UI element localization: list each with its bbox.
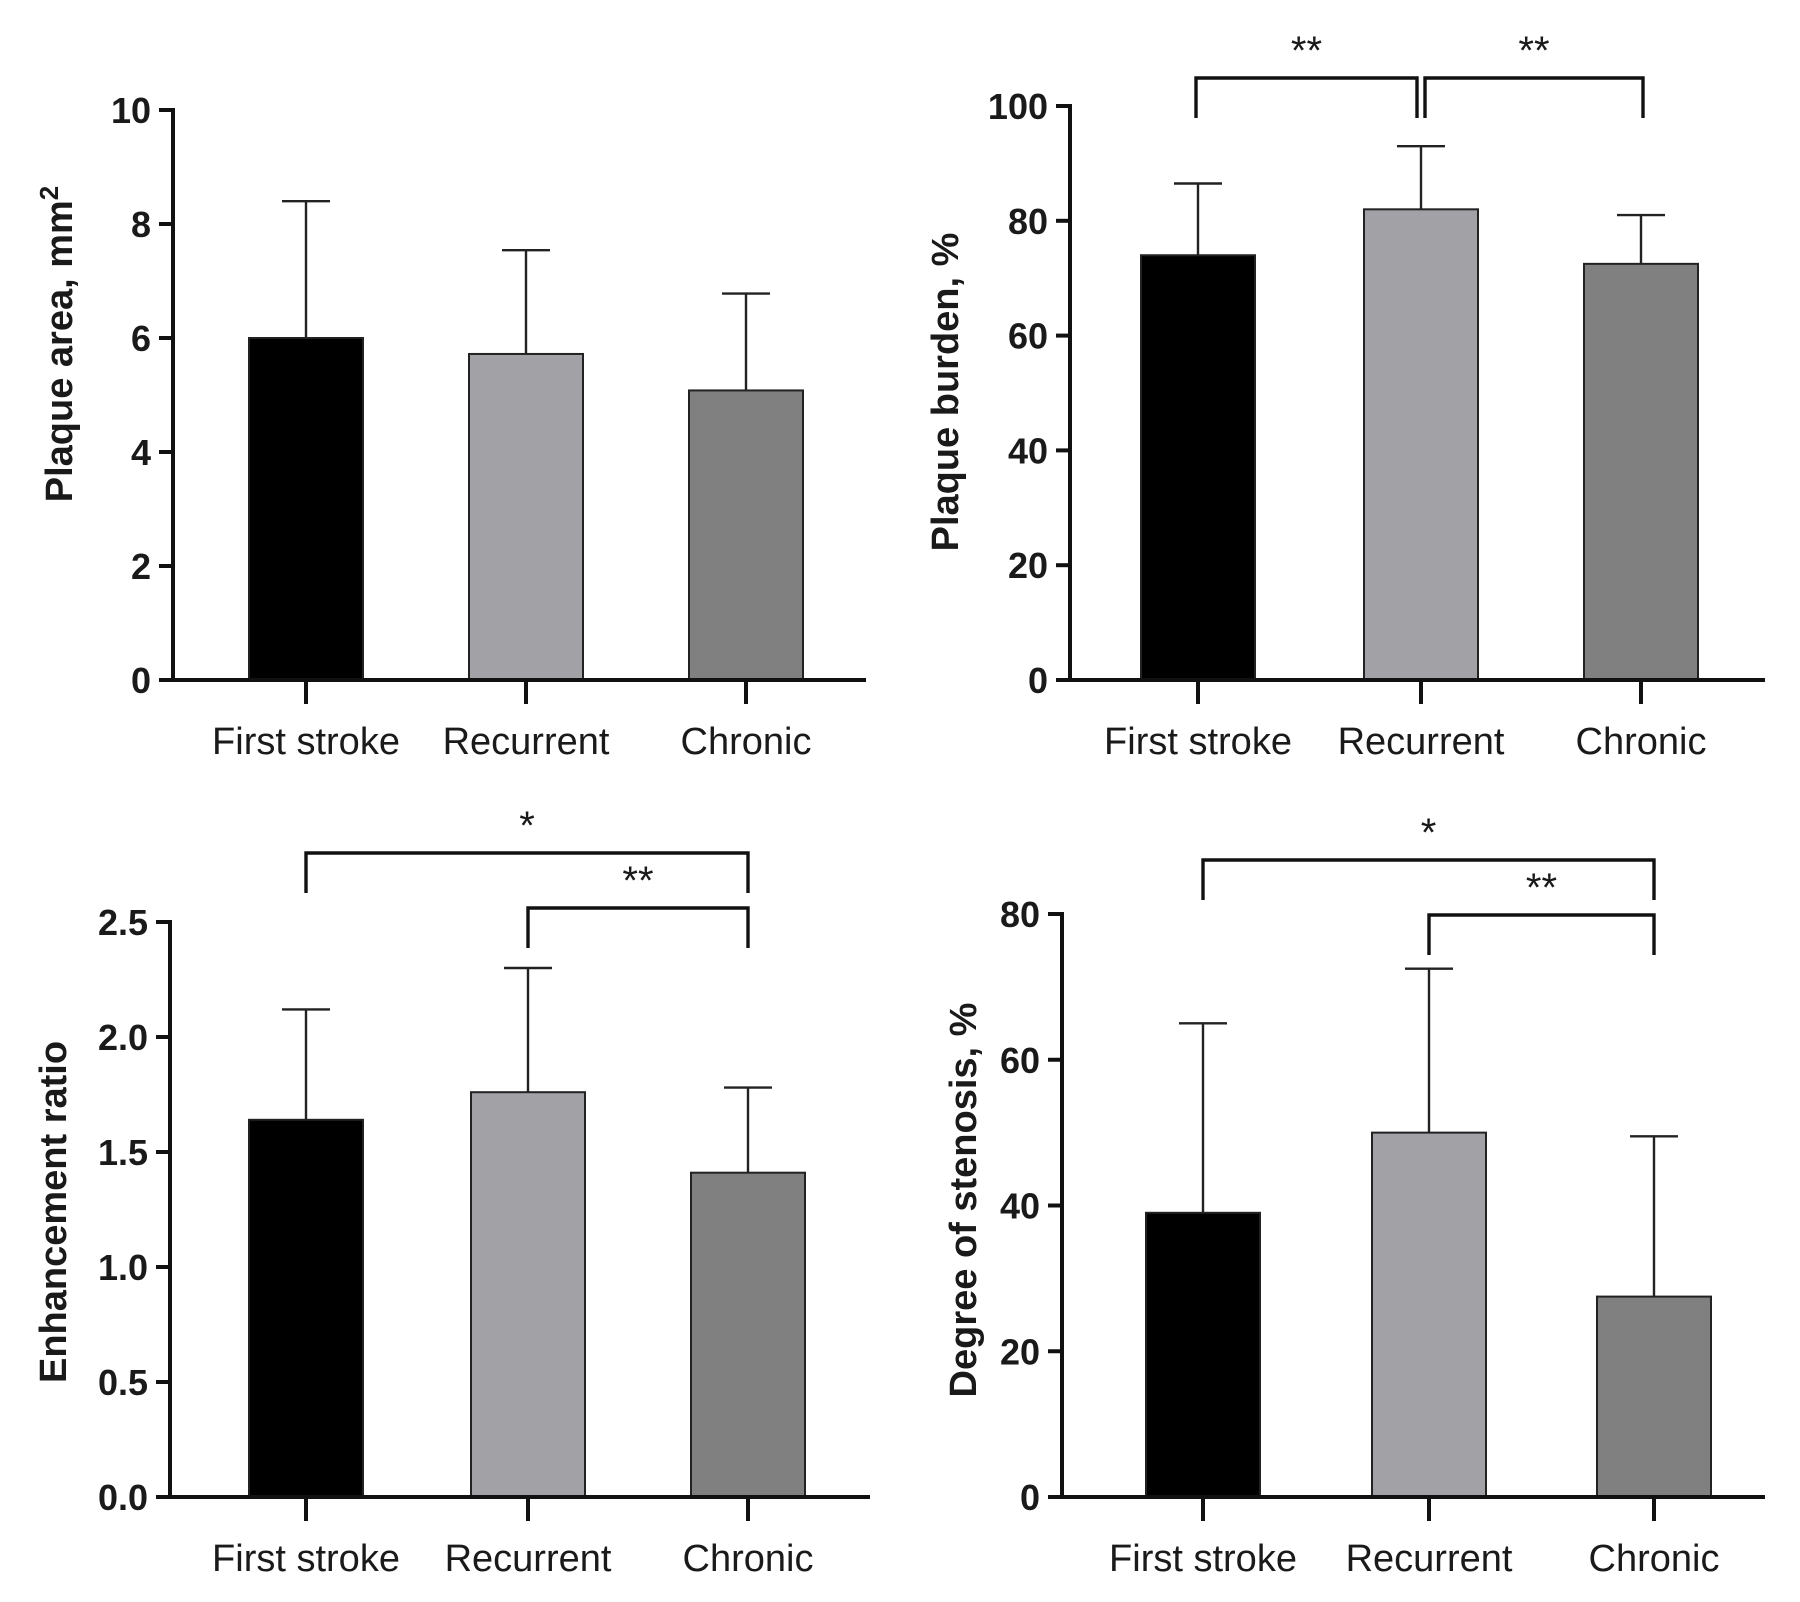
bar xyxy=(470,1091,586,1498)
y-axis-title: Plaque area, mm2 xyxy=(34,186,81,503)
significance-marker: * xyxy=(519,804,535,848)
significance-bracket xyxy=(304,851,750,893)
bar xyxy=(690,1171,806,1498)
x-tick-label: Recurrent xyxy=(443,721,610,763)
significance-marker: ** xyxy=(1291,29,1322,73)
x-tick-label: First stroke xyxy=(1109,1538,1297,1580)
y-tick-label: 0.0 xyxy=(98,1477,148,1518)
significance-bracket xyxy=(1194,76,1419,118)
y-axis-title: Degree of stenosis, % xyxy=(943,1003,985,1398)
significance-marker: ** xyxy=(1526,866,1557,910)
significance-marker: ** xyxy=(622,859,653,903)
significance-bracket xyxy=(526,906,750,948)
bar xyxy=(1140,254,1256,682)
x-tick-label: Recurrent xyxy=(445,1538,612,1580)
x-tick-label: Chronic xyxy=(1589,1538,1720,1580)
y-tick-label: 4 xyxy=(131,432,151,473)
bar xyxy=(248,337,364,681)
y-tick-label: 60 xyxy=(1008,316,1048,357)
y-tick-label: 80 xyxy=(1008,201,1048,242)
y-axis-title: Plaque burden, % xyxy=(925,233,967,552)
y-tick-label: 80 xyxy=(1000,894,1040,935)
bar xyxy=(1596,1295,1712,1498)
y-tick-label: 2.0 xyxy=(98,1017,148,1058)
significance-bracket xyxy=(1423,76,1645,118)
bar xyxy=(1583,262,1699,681)
bar xyxy=(1145,1211,1261,1498)
y-tick-label: 6 xyxy=(131,318,151,359)
y-tick-label: 40 xyxy=(1008,430,1048,471)
significance-bracket xyxy=(1427,913,1656,955)
y-tick-label: 10 xyxy=(111,90,151,131)
y-tick-label: 0 xyxy=(1028,660,1048,701)
bar xyxy=(688,389,804,681)
y-tick-label: 8 xyxy=(131,204,151,245)
bar xyxy=(1363,208,1479,681)
y-tick-label: 20 xyxy=(1000,1331,1040,1372)
panel-degree-of-stenosis: Degree of stenosis, % 0 20 40 60 80 First str… xyxy=(943,811,1765,1580)
y-tick-label: 0 xyxy=(131,660,151,701)
x-tick-label: Chronic xyxy=(681,721,812,763)
significance-marker: ** xyxy=(1518,29,1549,73)
significance-bracket xyxy=(1201,858,1656,900)
panel-plaque-area: Plaque area, mm2 0 2 4 6 8 10 First stroke Recu… xyxy=(34,90,866,763)
y-tick-label: 20 xyxy=(1008,545,1048,586)
y-axis-title: Enhancement ratio xyxy=(33,1041,75,1383)
bar xyxy=(1371,1131,1487,1498)
x-tick-label: Chronic xyxy=(683,1538,814,1580)
y-axis-title-superscript: 2 xyxy=(34,186,64,200)
y-tick-label: 100 xyxy=(988,86,1048,127)
x-tick-label: Recurrent xyxy=(1338,721,1505,763)
y-tick-label: 0 xyxy=(1020,1477,1040,1518)
x-tick-label: First stroke xyxy=(212,721,400,763)
y-tick-label: 60 xyxy=(1000,1040,1040,1081)
y-tick-label: 0.5 xyxy=(98,1362,148,1403)
y-tick-label: 1.0 xyxy=(98,1247,148,1288)
x-tick-label: Recurrent xyxy=(1346,1538,1513,1580)
x-tick-label: First stroke xyxy=(212,1538,400,1580)
bar xyxy=(468,352,584,681)
x-tick-label: First stroke xyxy=(1104,721,1292,763)
panel-enhancement-ratio: Enhancement ratio 0.0 0.5 1.0 1.5 2.0 2.5 Firs… xyxy=(33,804,870,1580)
panel-plaque-burden: Plaque burden, % 0 20 40 60 80 100 First strok… xyxy=(925,29,1765,763)
x-tick-label: Chronic xyxy=(1576,721,1707,763)
bar xyxy=(248,1118,364,1499)
y-tick-label: 2.5 xyxy=(98,902,148,943)
y-tick-label: 1.5 xyxy=(98,1132,148,1173)
y-tick-label: 40 xyxy=(1000,1186,1040,1227)
significance-marker: * xyxy=(1421,811,1437,855)
y-tick-label: 2 xyxy=(131,546,151,587)
